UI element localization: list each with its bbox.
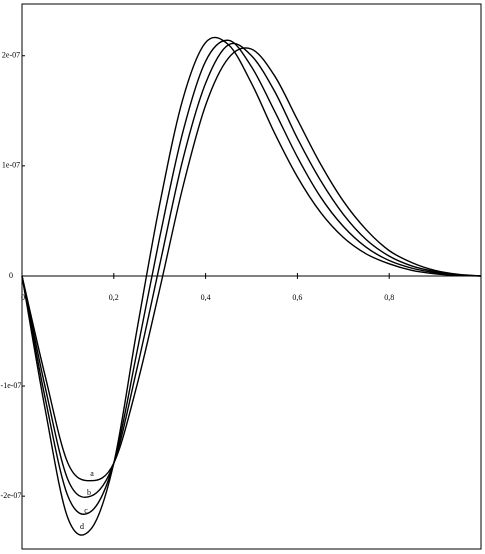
plot-frame xyxy=(21,3,482,550)
curve xyxy=(21,36,482,536)
curve-label: d xyxy=(80,522,84,531)
x-tick-label: 0 xyxy=(21,293,25,302)
curve xyxy=(21,39,482,515)
x-tick-label: 0,8 xyxy=(384,293,394,302)
y-tick-label: -2e-07 xyxy=(1,491,22,500)
x-tick-label: 0,6 xyxy=(292,293,302,302)
x-tick-label: 0,2 xyxy=(109,293,119,302)
y-tick-label: 2e-07 xyxy=(2,51,20,60)
y-tick-label: -1e-07 xyxy=(1,381,22,390)
y-tick-label: 1e-07 xyxy=(2,161,20,170)
x-tick-label: 0,4 xyxy=(201,293,211,302)
curve-label: b xyxy=(87,488,91,497)
curve xyxy=(21,47,482,482)
y-tick-label: 0 xyxy=(9,271,13,280)
curve-label: a xyxy=(90,469,94,478)
curve-label: c xyxy=(84,506,88,515)
